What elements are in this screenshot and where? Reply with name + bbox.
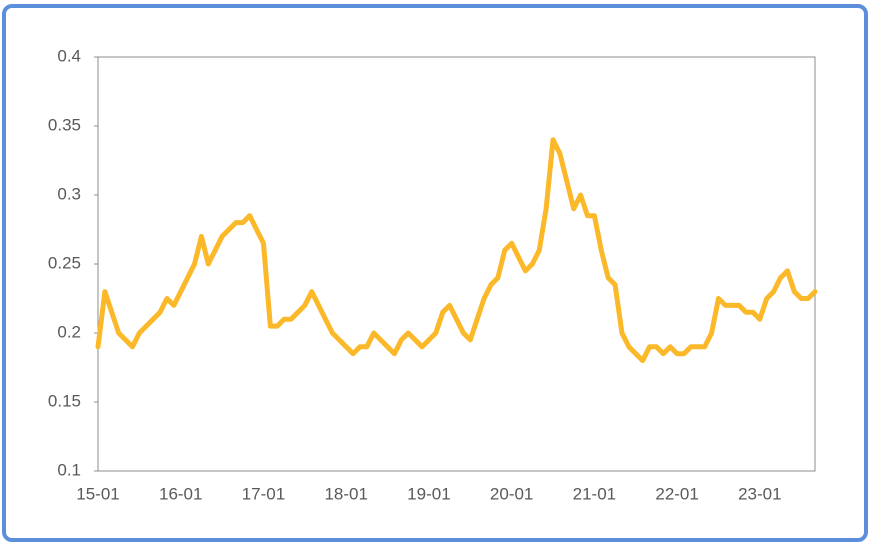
y-tick-label: 0.35 (48, 115, 81, 134)
x-tick-label: 15-01 (76, 484, 119, 503)
y-tick-label: 0.15 (48, 391, 81, 410)
x-tick-label: 18-01 (324, 484, 367, 503)
series-line (95, 137, 818, 364)
y-tick-label: 0.4 (57, 46, 81, 65)
x-tick-label: 22-01 (655, 484, 698, 503)
y-tick-label: 0.25 (48, 253, 81, 272)
x-tick-label: 20-01 (490, 484, 533, 503)
x-tick-label: 21-01 (573, 484, 616, 503)
x-tick-label: 23-01 (738, 484, 781, 503)
frame (2, 4, 868, 542)
y-tick-label: 0.3 (57, 184, 81, 203)
y-tick-label: 0.2 (57, 322, 81, 341)
x-tick-label: 17-01 (242, 484, 285, 503)
y-tick-label: 0.1 (57, 460, 81, 479)
x-tick-label: 16-01 (159, 484, 202, 503)
x-tick-label: 19-01 (407, 484, 450, 503)
